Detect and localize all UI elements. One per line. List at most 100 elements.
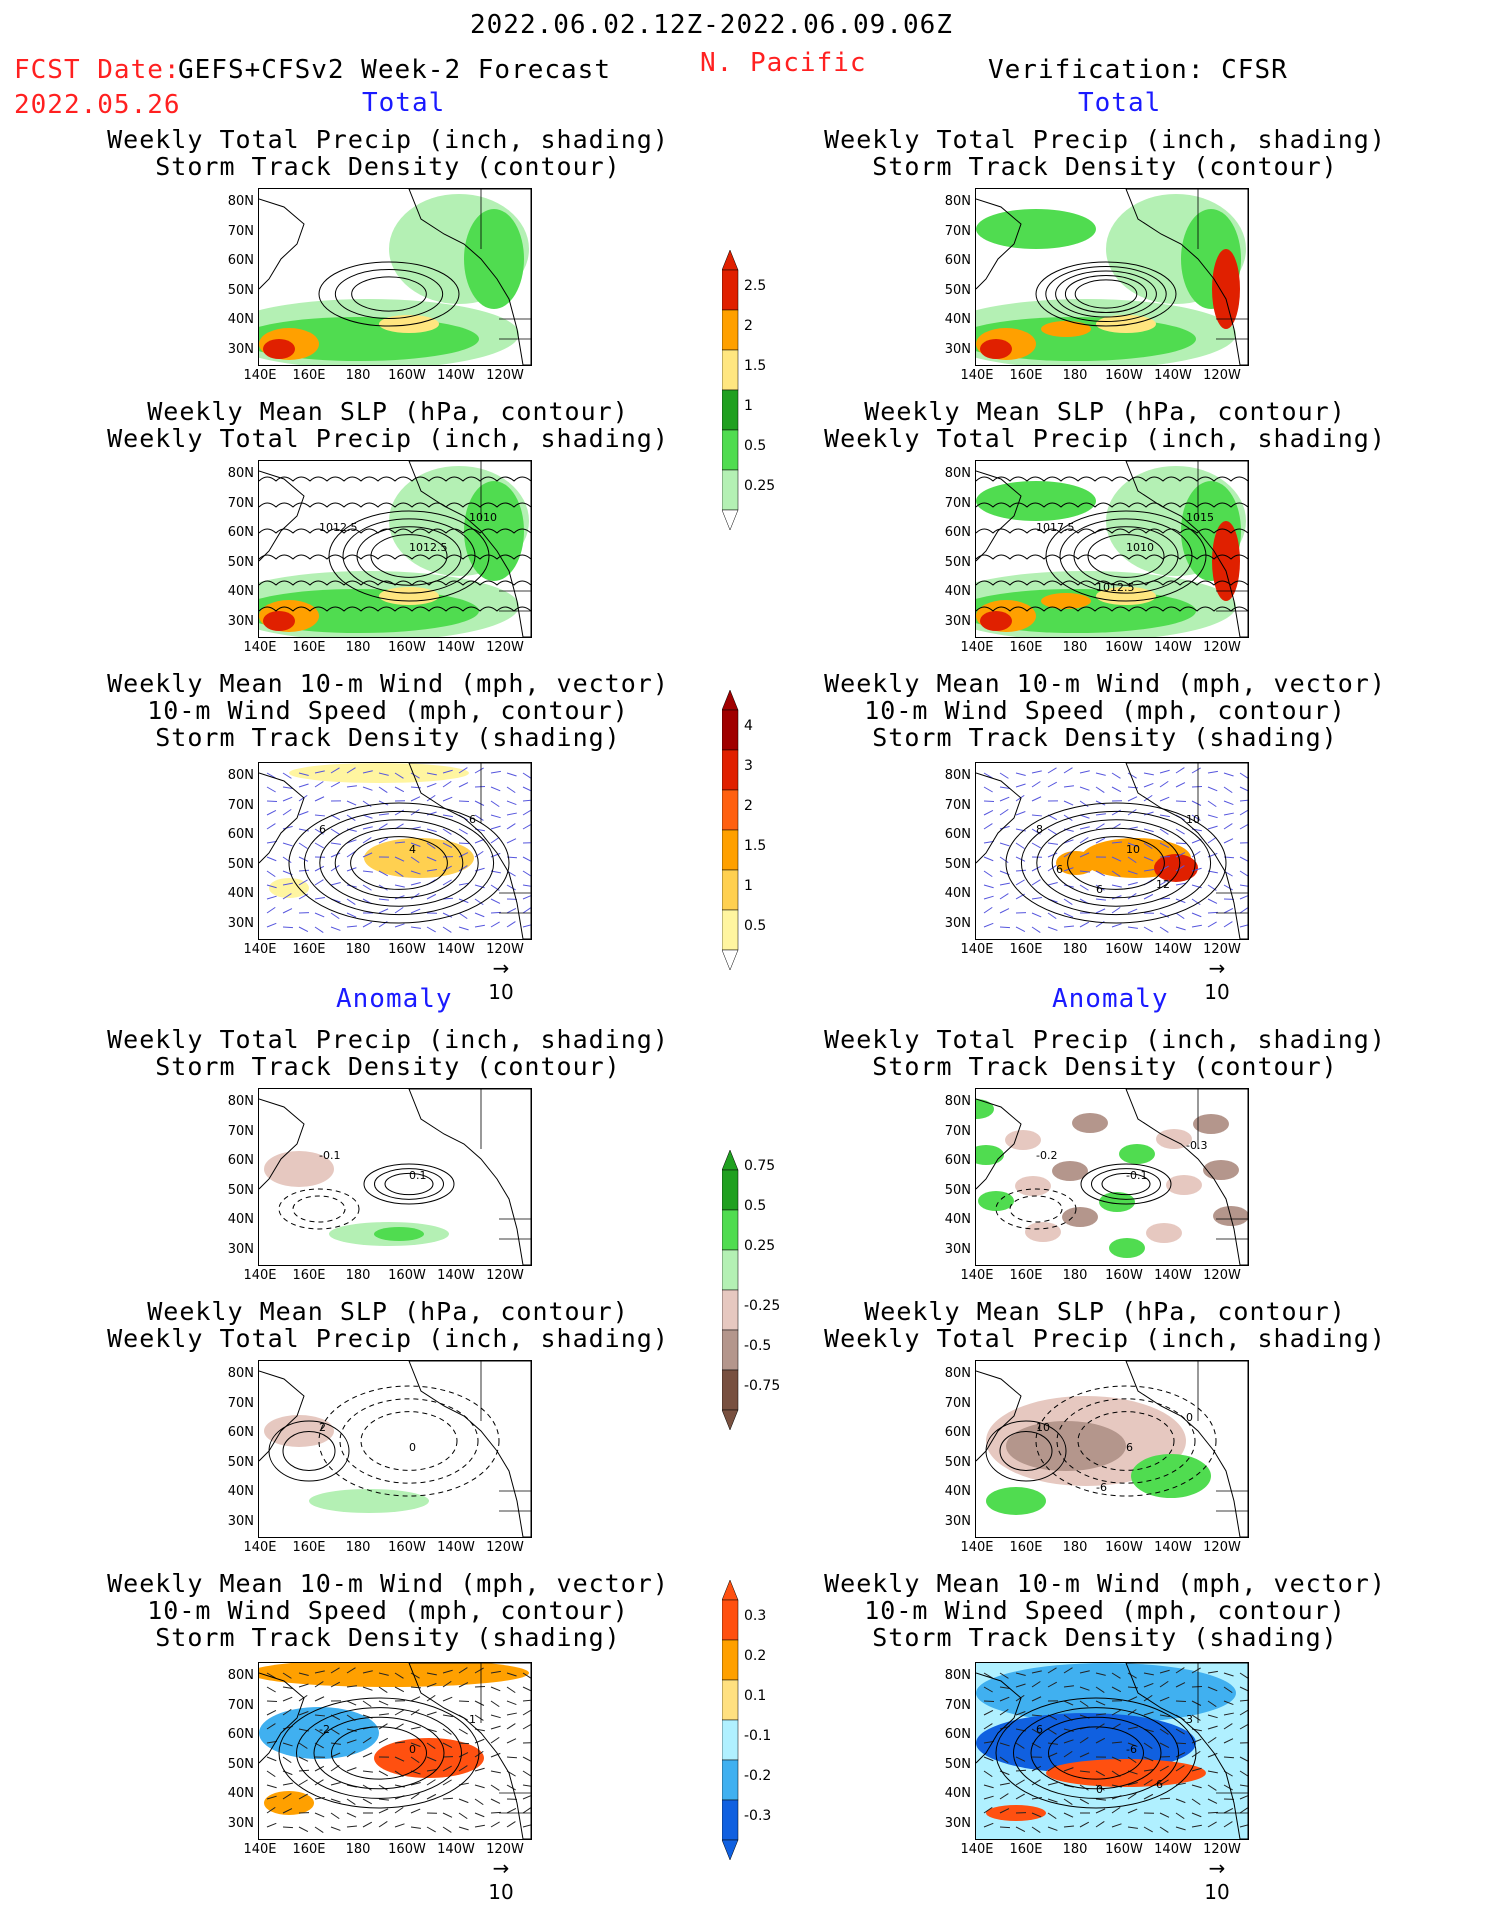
colorbar-swatch: [722, 789, 739, 831]
wind-vector: [330, 852, 341, 858]
wind-anomaly-vector: [266, 1806, 276, 1814]
wind-vector: [1079, 814, 1090, 819]
wind-anomaly-vector: [1127, 1696, 1138, 1702]
wind-anomaly-vector: [314, 1765, 325, 1772]
wind-vector: [1239, 823, 1248, 830]
colorbar-tick-label: 4: [744, 718, 753, 734]
colorbar-swatch: [722, 909, 739, 951]
wind-vector: [1079, 800, 1089, 808]
longitude-tick-label: 120W: [486, 368, 524, 383]
wind-vector: [1223, 921, 1233, 928]
wind-anomaly-vector: [490, 1686, 501, 1692]
wind-vector: [1111, 786, 1122, 793]
wind-anomaly-vector: [474, 1767, 485, 1772]
wind-anomaly-vector: [1239, 1756, 1248, 1762]
contour-label: -6: [1096, 1481, 1107, 1494]
title-fc-slp-total: Weekly Mean SLP (hPa, contour) Weekly To…: [107, 397, 669, 453]
longitude-tick-label: 160E: [1009, 1842, 1043, 1857]
wind-anomaly-vector: [490, 1811, 502, 1814]
wind-anomaly-vector: [983, 1686, 993, 1693]
wind-vector: [282, 926, 294, 929]
wind-anomaly-vector: [999, 1672, 1009, 1679]
wind-vector: [346, 850, 356, 858]
wind-vector: [458, 828, 468, 835]
wind-vector: [410, 842, 421, 847]
wind-anomaly-vector: [1095, 1784, 1105, 1791]
wind-anomaly-vector: [1223, 1821, 1233, 1828]
wind-anomaly-vector: [1127, 1672, 1137, 1679]
latitude-tick-label: 50N: [944, 1182, 971, 1198]
longitude-tick-label: 140E: [960, 1842, 994, 1857]
wind-anomaly-vector: [1239, 1784, 1248, 1787]
wind-anomaly-vector: [1095, 1686, 1105, 1693]
wind-vector: [378, 908, 389, 914]
longitude-tick-label: 160W: [1105, 368, 1143, 383]
wind-vector: [506, 812, 517, 816]
storm-track-contour: [1035, 261, 1177, 327]
latitude-tick-label: 50N: [227, 1182, 254, 1198]
section-anomaly-obs: Anomaly: [1052, 984, 1169, 1014]
wind-anomaly-vector: [1223, 1738, 1234, 1744]
wind-vector: [426, 893, 437, 900]
ref-vector-ob-anom: → 10: [1204, 1856, 1230, 1904]
wind-vector: [999, 893, 1009, 900]
slp-isobar: [976, 528, 1248, 534]
wind-anomaly-vector: [983, 1740, 994, 1744]
wind-anomaly-vector: [1207, 1736, 1217, 1744]
wind-vector: [1111, 841, 1123, 844]
wind-vector: [474, 814, 484, 821]
wind-speed-contour: [303, 810, 495, 916]
slp-anomaly-positive: [268, 1420, 350, 1482]
wind-anomaly-vector: [442, 1680, 452, 1688]
wind-vector: [1111, 772, 1121, 779]
wind-anomaly-vector: [378, 1686, 388, 1693]
longitude-tick-label: 180: [345, 640, 371, 655]
wind-anomaly-vector: [506, 1700, 517, 1706]
wind-vector: [999, 856, 1009, 864]
longitude-tick-label: 180: [1062, 942, 1088, 957]
wind-anomaly-vector: [442, 1728, 452, 1735]
wind-anomaly-vector: [1127, 1726, 1138, 1730]
wind-anomaly-vector: [426, 1711, 437, 1716]
wind-vector: [983, 870, 993, 878]
contour-label: 1010: [469, 511, 497, 524]
longitude-tick-label: 120W: [1203, 942, 1241, 957]
wind-anomaly-vector: [1079, 1798, 1090, 1805]
wind-vector: [458, 782, 469, 788]
wind-anomaly-vector: [1111, 1823, 1122, 1828]
wind-anomaly-vector: [1175, 1826, 1186, 1831]
wind-anomaly-vector: [490, 1670, 501, 1674]
wind-vector: [298, 856, 309, 862]
title-fc-wind-total: Weekly Mean 10-m Wind (mph, vector) 10-m…: [107, 669, 669, 752]
latitude-tick-label: 40N: [227, 312, 254, 327]
wind-anomaly-vector: [282, 1793, 292, 1800]
wind-anomaly-vector: [1047, 1798, 1058, 1803]
wind-vector: [314, 842, 324, 849]
wind-anomaly-vector: [1015, 1769, 1027, 1772]
slp-isobar: [976, 580, 1248, 586]
wind-vector: [474, 924, 485, 928]
wind-vector: [1175, 882, 1186, 886]
wind-vector: [522, 906, 531, 914]
borders: [480, 1663, 531, 1814]
wind-anomaly-vector: [1159, 1696, 1170, 1702]
longitude-tick-label: 120W: [486, 1540, 524, 1555]
wind-anomaly-vector: [1095, 1672, 1106, 1676]
precip-center-obs: [1041, 321, 1091, 337]
wind-anomaly-vector: [1207, 1770, 1218, 1774]
ref-vector-fc-total: → 10: [488, 956, 514, 1004]
wind-anomaly-vector: [1239, 1709, 1248, 1716]
wind-anomaly-vector: [1207, 1821, 1217, 1828]
wind-vector: [999, 825, 1010, 830]
contour-label: 6: [469, 813, 476, 826]
contour-label: 0: [409, 1441, 416, 1454]
wind-vector: [442, 865, 452, 872]
wind-anomaly-vector: [378, 1723, 388, 1730]
slp-anomaly-negative: [1035, 1385, 1217, 1497]
latitude-tick-label: 40N: [944, 1212, 971, 1227]
wind-anomaly-vector: [426, 1769, 437, 1772]
wind-anomaly-vector: [362, 1700, 372, 1708]
wind-anomaly-vector: [474, 1824, 485, 1828]
wind-anomaly-vector: [458, 1812, 468, 1820]
wind-anomaly-vector: [266, 1723, 276, 1730]
